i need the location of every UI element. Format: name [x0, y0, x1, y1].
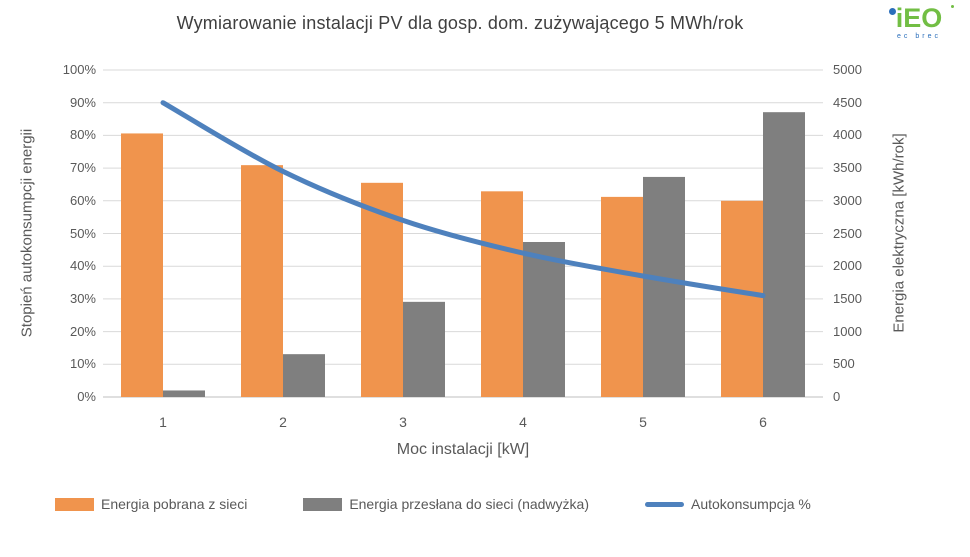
right-axis-tick-label: 1500: [833, 290, 862, 306]
x-axis-tick-label: 1: [159, 414, 167, 430]
left-axis-tick-label: 0%: [77, 389, 96, 404]
bar-pobrana-6: [721, 200, 763, 397]
bar-pobrana-5: [601, 196, 643, 397]
right-axis-title: Energia elektryczna [kWh/rok]: [890, 133, 908, 333]
gray-bar-swatch-icon: [303, 497, 343, 511]
chart-title: Wymiarowanie instalacji PV dla gosp. dom…: [176, 13, 744, 33]
x-axis-title: Moc instalacji [kW]: [396, 441, 530, 458]
bar-przeslana-1: [163, 390, 205, 397]
bar-przeslana-5: [643, 176, 685, 397]
right-axis-tick-label: 0: [833, 389, 841, 404]
bar-przeslana-6: [763, 112, 805, 398]
orange-bar-swatch-icon: [55, 497, 94, 511]
left-axis-tick-label: 80%: [69, 127, 96, 143]
right-axis-tick-label: 3500: [833, 160, 862, 176]
right-axis-tick-label: 4500: [833, 94, 862, 110]
plot-area: [103, 69, 823, 398]
ieo-logo-i-dot-icon: [889, 8, 896, 15]
left-axis-tick-label: 90%: [69, 94, 96, 110]
legend-label: Autokonsumpcja %: [691, 496, 811, 512]
x-axis-tick-label: 4: [519, 414, 527, 430]
left-axis-tick-label: 70%: [69, 160, 96, 176]
left-axis-tick-label: 40%: [69, 258, 96, 274]
bar-pobrana-2: [241, 165, 283, 397]
ieo-logo: iEO ec brec: [888, 3, 954, 40]
x-axis-tick-label: 3: [399, 414, 407, 430]
autokonsumpcja-line: [160, 100, 766, 299]
legend-item-autokonsumpcja: Autokonsumpcja %: [645, 496, 811, 512]
bar-przeslana-4: [523, 242, 565, 397]
x-axis-tick-label: 5: [639, 414, 647, 430]
right-axis-tick-label: 500: [833, 356, 855, 372]
x-axis-tick-label: 2: [279, 414, 287, 430]
bar-pobrana-4: [481, 191, 523, 397]
ieo-logo-text: iEO: [895, 3, 943, 33]
legend-item-energia-pobrana: Energia pobrana z sieci: [55, 496, 247, 512]
ieo-logo-subtext: ec brec: [897, 33, 941, 40]
ieo-logo-registered-dot-icon: [951, 5, 954, 8]
blue-line-swatch-icon: [645, 501, 684, 507]
left-axis-tick-label: 30%: [69, 290, 96, 306]
right-axis-tick-label: 5000: [833, 62, 862, 77]
right-axis-tick-label: 3000: [833, 192, 862, 208]
legend: Energia pobrana z sieci Energia przesłan…: [55, 496, 811, 512]
left-axis-tick-label: 100%: [62, 62, 96, 77]
left-axis-tick-label: 50%: [69, 225, 96, 241]
left-axis-tick-label: 60%: [69, 192, 96, 208]
legend-label: Energia pobrana z sieci: [101, 496, 248, 512]
bar-przeslana-3: [403, 301, 445, 397]
bar-pobrana-1: [121, 133, 163, 398]
right-axis-tick-label: 2000: [833, 258, 862, 274]
bar-przeslana-2: [283, 354, 325, 397]
left-axis-tick-label: 10%: [69, 356, 96, 372]
legend-item-energia-przeslana: Energia przesłana do sieci (nadwyżka): [303, 496, 589, 512]
left-axis-tick-label: 20%: [69, 323, 96, 339]
legend-label: Energia przesłana do sieci (nadwyżka): [349, 496, 589, 512]
right-axis-tick-label: 4000: [833, 127, 862, 143]
right-axis-tick-label: 1000: [833, 323, 862, 339]
x-axis-tick-label: 6: [759, 414, 767, 430]
plot-svg: [103, 69, 823, 398]
right-axis-tick-label: 2500: [833, 225, 862, 241]
